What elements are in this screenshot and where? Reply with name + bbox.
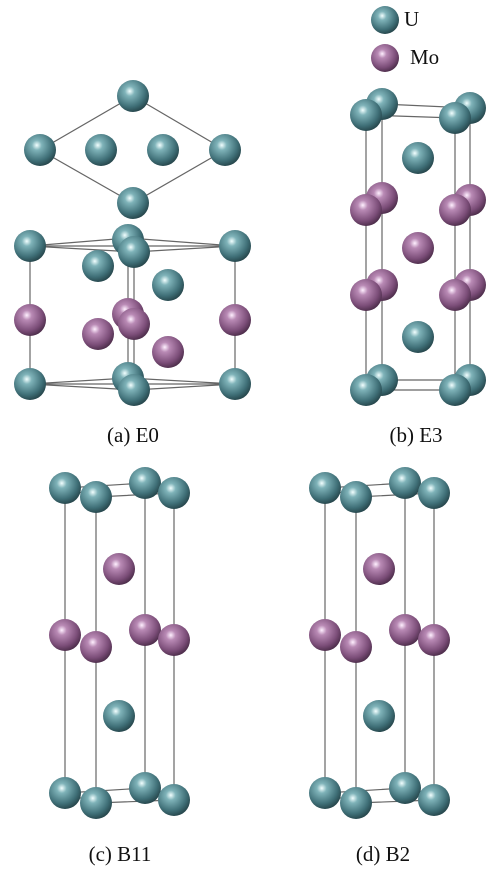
u-atom [350,99,382,131]
mo-atom [439,279,471,311]
u-atom [350,374,382,406]
u-atom [402,321,434,353]
legend-label: Mo [410,45,439,69]
u-atom [340,481,372,513]
mo-atom [14,304,46,336]
u-atom [363,700,395,732]
u-atom [103,700,135,732]
u-atom [85,134,117,166]
u-atom [152,269,184,301]
u-atom [24,134,56,166]
u-atom [82,250,114,282]
mo-atom [350,194,382,226]
mo-atom [439,194,471,226]
mo-atom [309,619,341,651]
cell-edges [30,96,470,803]
u-atom [14,368,46,400]
u-atom [80,481,112,513]
panel-caption: (c) B11 [89,842,152,866]
mo-atom [219,304,251,336]
u-atom [49,777,81,809]
u-atom [439,374,471,406]
mo-atom [82,318,114,350]
u-atom [147,134,179,166]
panel-caption: (d) B2 [356,842,410,866]
panel-caption: (b) E3 [389,423,442,447]
mo-atom [340,631,372,663]
u-atom [49,472,81,504]
u-atom [309,777,341,809]
legend-label: U [404,7,419,31]
u-atom [389,467,421,499]
u-atom [402,142,434,174]
u-atom [371,6,399,34]
u-atom [129,467,161,499]
u-atom [129,772,161,804]
u-atom [117,80,149,112]
mo-atom [129,614,161,646]
panel-caption: (a) E0 [107,423,159,447]
mo-atom [80,631,112,663]
u-atom [389,772,421,804]
u-atom [418,477,450,509]
u-atom [439,102,471,134]
mo-atom [118,308,150,340]
u-atom [340,787,372,819]
u-atom [209,134,241,166]
atoms [14,6,486,819]
u-atom [219,368,251,400]
mo-atom [371,44,399,72]
mo-atom [363,553,395,585]
mo-atom [402,232,434,264]
mo-atom [418,624,450,656]
u-atom [118,236,150,268]
u-atom [418,784,450,816]
page: U Mo (a) E0 (b) E3 (c) B11 (d) B2 (() =>… [0,0,487,876]
mo-atom [152,336,184,368]
u-atom [117,187,149,219]
u-atom [309,472,341,504]
u-atom [80,787,112,819]
mo-atom [350,279,382,311]
mo-atom [158,624,190,656]
figure: U Mo (a) E0 (b) E3 (c) B11 (d) B2 [0,0,487,876]
mo-atom [49,619,81,651]
u-atom [118,374,150,406]
u-atom [219,230,251,262]
mo-atom [389,614,421,646]
hexagonal-cell [40,96,225,203]
mo-atom [103,553,135,585]
u-atom [14,230,46,262]
u-atom [158,784,190,816]
u-atom [158,477,190,509]
